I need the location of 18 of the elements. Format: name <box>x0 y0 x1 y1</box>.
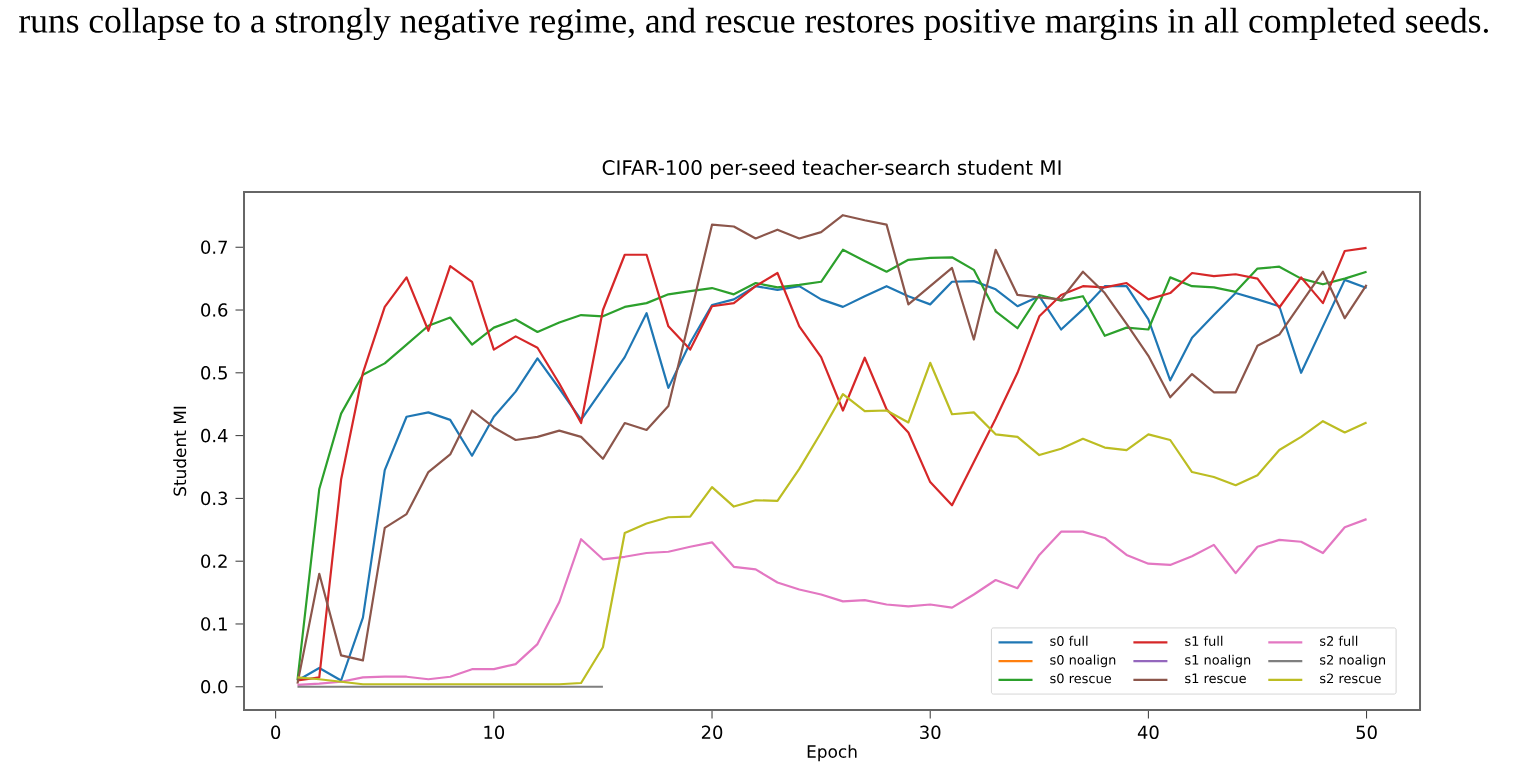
text: runs collapse to a strongly negative regime, and rescue restores positive margins in all completed seeds. <box>19 7 1489 41</box>
y-tick-label: 0.0 <box>201 679 228 694</box>
chart-title: CIFAR-100 per-seed teacher-search student MI <box>602 159 1061 179</box>
y-tick-label: 0.3 <box>201 491 228 506</box>
x-tick-label: 30 <box>920 725 941 740</box>
x-tick-label: 10 <box>484 725 505 740</box>
y-tick-label: 0.4 <box>201 428 228 443</box>
y-tick-label: 0.6 <box>201 303 228 317</box>
y-tick-label: 0.5 <box>201 366 227 380</box>
y-axis-title: Student MI <box>173 406 187 496</box>
y-tick-label: 0.2 <box>201 554 227 568</box>
x-tick-label: 0 <box>271 725 281 740</box>
y-tick-label: 0.1 <box>201 617 227 631</box>
x-tick-label: 50 <box>1356 725 1377 740</box>
x-tick-label: 40 <box>1137 725 1159 740</box>
x-tick-label: 20 <box>701 725 723 740</box>
y-tick-label: 0.7 <box>201 240 227 255</box>
x-axis-title: Epoch <box>807 744 857 762</box>
